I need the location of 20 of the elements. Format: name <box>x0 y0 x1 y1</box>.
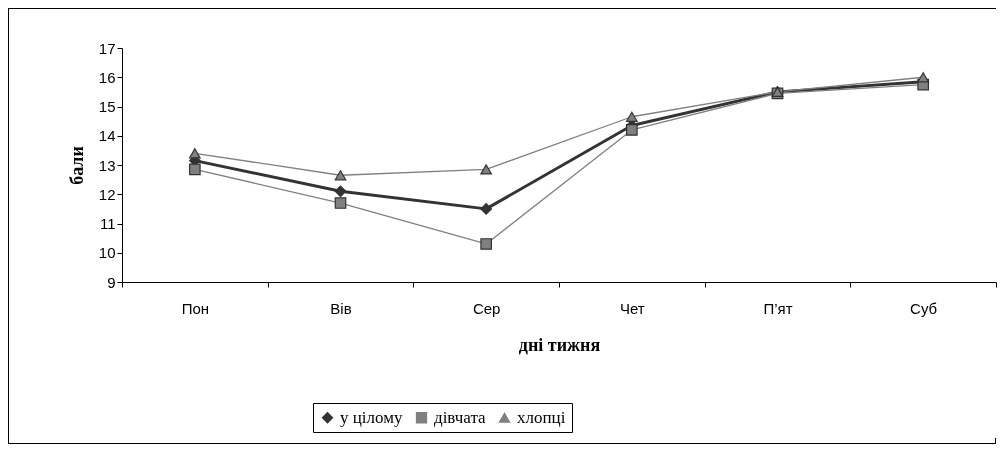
y-tick-label: 11 <box>99 215 116 232</box>
x-tick-label: П’ят <box>763 299 793 317</box>
legend-label: хлопці <box>517 407 566 427</box>
y-tick-label: 17 <box>98 39 116 57</box>
legend-label: дівчата <box>434 407 487 427</box>
legend-label: у цілому <box>340 407 403 427</box>
y-tick-label: 15 <box>98 98 116 115</box>
y-tick-label: 12 <box>98 185 116 203</box>
x-tick-label: Суб <box>910 299 938 317</box>
y-tick-label: 9 <box>107 273 116 291</box>
y-tick-label: 16 <box>98 68 116 86</box>
y-tick-label: 13 <box>98 156 116 174</box>
y-axis-title: бали <box>66 146 87 185</box>
y-tick-label: 10 <box>98 244 116 262</box>
x-tick-label: Пон <box>181 299 210 317</box>
y-tick-label: 14 <box>98 127 116 145</box>
x-tick-label: Чет <box>619 299 645 317</box>
x-axis-title: дні тижня <box>518 334 601 355</box>
x-tick-label: Вів <box>330 299 352 317</box>
x-tick-label: Сер <box>472 299 501 317</box>
